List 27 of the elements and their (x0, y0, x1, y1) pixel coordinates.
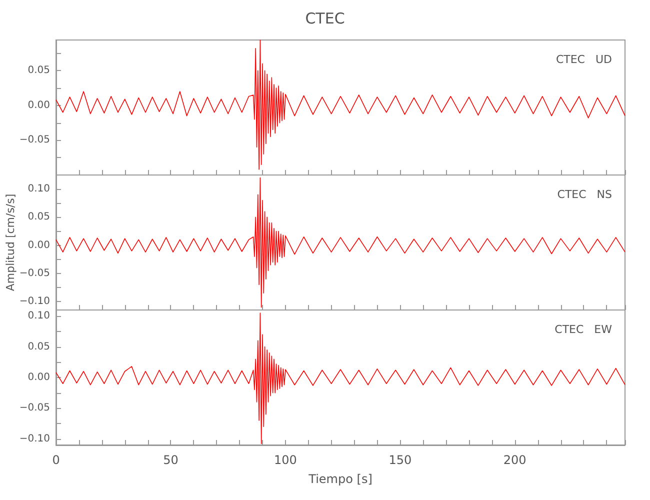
x-tick-label: 200 (503, 453, 526, 467)
line-series (56, 177, 626, 308)
y-tick-label: 0.05 (28, 212, 50, 223)
y-tick-label: 0.00 (28, 240, 50, 251)
line-series (56, 312, 626, 444)
y-tick-label: −0.10 (19, 433, 50, 444)
x-tick-label: 150 (388, 453, 412, 467)
x-tick-label: 100 (274, 453, 297, 467)
annotation: CTEC EW (554, 323, 612, 336)
annotation: CTEC UD (556, 53, 612, 66)
chart-title: CTEC (305, 10, 345, 28)
y-tick-label: −0.10 (19, 296, 50, 308)
x-tick-label: 50 (163, 453, 178, 467)
y-tick-label: 0.10 (28, 184, 50, 195)
y-axis-title: Amplitud [cm/s/s] (4, 194, 17, 292)
x-tick-label: 0 (52, 453, 60, 467)
y-tick-label: −0.05 (19, 268, 50, 279)
y-tick-label: 0.05 (28, 341, 50, 352)
line-series (56, 40, 626, 170)
x-axis-title: Tiempo [s] (308, 472, 372, 486)
y-tick-label: 0.00 (28, 100, 50, 111)
y-tick-label: 0.00 (28, 372, 50, 383)
y-tick-label: −0.05 (19, 134, 50, 146)
y-tick-label: −0.05 (19, 402, 50, 414)
annotation: CTEC NS (557, 188, 612, 201)
y-tick-label: 0.10 (28, 310, 50, 322)
y-tick-label: 0.05 (28, 65, 50, 76)
